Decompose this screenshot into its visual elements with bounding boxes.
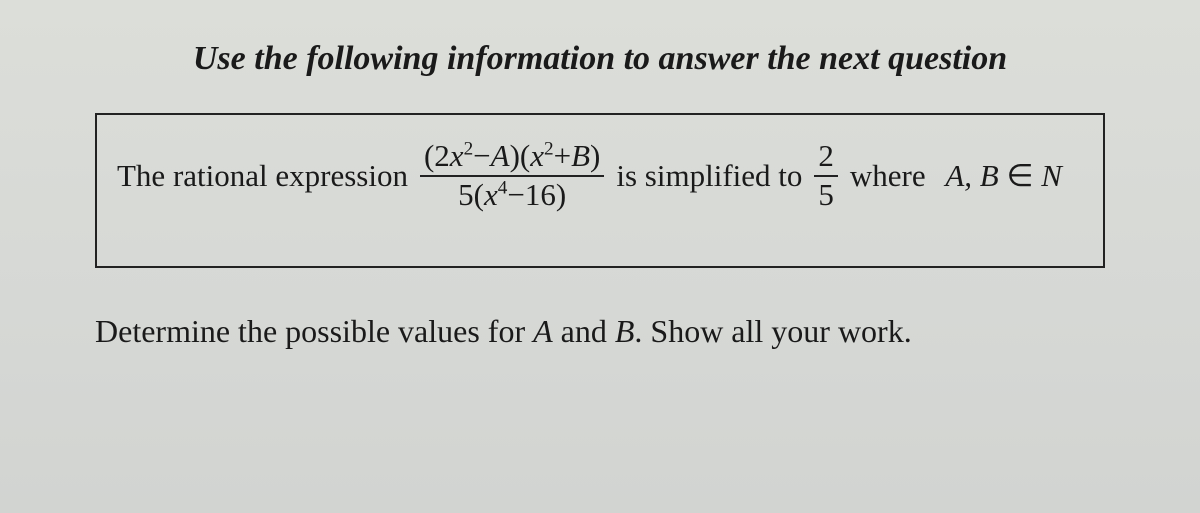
big-fraction-denominator: 5(x4−16) [454, 177, 570, 212]
num-plus: + [554, 138, 571, 173]
num-close-open: )( [510, 138, 531, 173]
q-A: A [533, 313, 553, 349]
num-B: B [571, 138, 590, 173]
tail-condition: A, B ∈ N [938, 158, 1062, 194]
info-box: The rational expression (2x2−A)(x2+B) 5(… [95, 113, 1105, 268]
question-text: Determine the possible values for A and … [95, 313, 1105, 350]
q-mid: and [553, 313, 615, 349]
num-var2: x [530, 138, 544, 173]
num-exp1: 2 [464, 139, 474, 160]
element-of-icon: ∈ [1006, 158, 1033, 193]
q-pre: Determine the possible values for [95, 313, 533, 349]
num-A: A [491, 138, 510, 173]
tail-vars: A, B [945, 158, 998, 193]
q-post: . Show all your work. [634, 313, 911, 349]
q-B: B [615, 313, 635, 349]
instruction-heading: Use the following information to answer … [90, 40, 1110, 78]
big-fraction-numerator: (2x2−A)(x2+B) [420, 140, 604, 177]
den-const: 16 [525, 177, 556, 212]
expression-line: The rational expression (2x2−A)(x2+B) 5(… [117, 140, 1083, 211]
num-close2: ) [590, 138, 600, 173]
num-minus: − [473, 138, 490, 173]
num-coef1: 2 [434, 138, 450, 173]
den-coef: 5( [458, 177, 484, 212]
big-fraction: (2x2−A)(x2+B) 5(x4−16) [420, 140, 604, 211]
den-exp: 4 [498, 177, 508, 198]
num-exp2: 2 [544, 139, 554, 160]
num-open1: ( [424, 138, 434, 173]
small-fraction-denominator: 5 [814, 177, 838, 212]
page: Use the following information to answer … [0, 0, 1200, 513]
den-var: x [484, 177, 498, 212]
tail-set: N [1041, 158, 1062, 193]
den-close: ) [556, 177, 566, 212]
intro-text: The rational expression [117, 158, 408, 194]
num-var1: x [450, 138, 464, 173]
mid-text: is simplified to [616, 158, 802, 194]
den-minus: − [507, 177, 524, 212]
small-fraction: 2 5 [814, 140, 838, 211]
tail-where: where [850, 158, 926, 194]
small-fraction-numerator: 2 [814, 140, 838, 177]
